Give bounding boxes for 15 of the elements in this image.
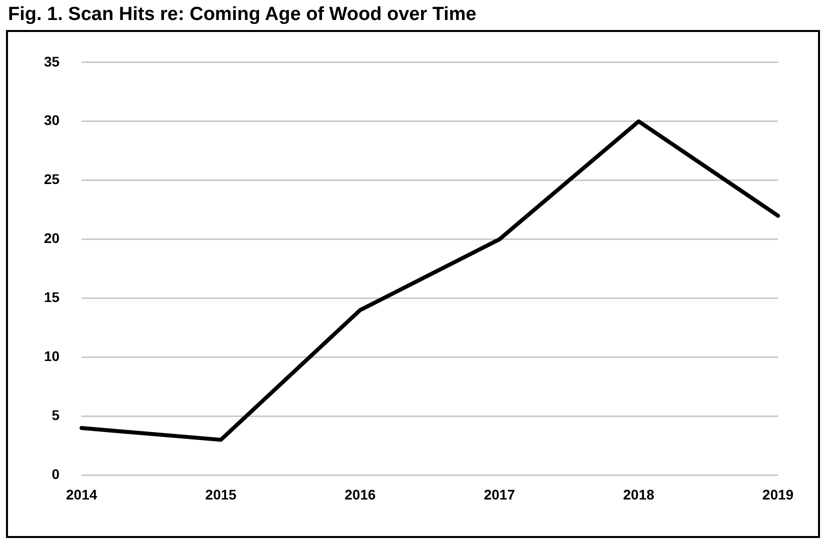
y-tick-label: 0 xyxy=(52,466,60,482)
chart-title: Fig. 1. Scan Hits re: Coming Age of Wood over Time xyxy=(8,4,476,26)
y-tick-label: 5 xyxy=(52,407,60,424)
x-tick-label: 2017 xyxy=(484,486,516,502)
x-tick-label: 2015 xyxy=(205,486,237,502)
y-tick-label: 15 xyxy=(44,289,60,306)
y-tick-label: 30 xyxy=(44,112,60,128)
x-tick-label: 2018 xyxy=(623,486,654,502)
y-tick-label: 20 xyxy=(44,230,60,246)
x-tick-label: 2019 xyxy=(762,486,794,502)
y-tick-label: 10 xyxy=(44,348,60,364)
y-tick-label: 25 xyxy=(44,171,60,188)
x-tick-label: 2016 xyxy=(344,486,376,502)
y-tick-label: 35 xyxy=(44,53,60,70)
x-tick-label: 2014 xyxy=(66,486,98,502)
